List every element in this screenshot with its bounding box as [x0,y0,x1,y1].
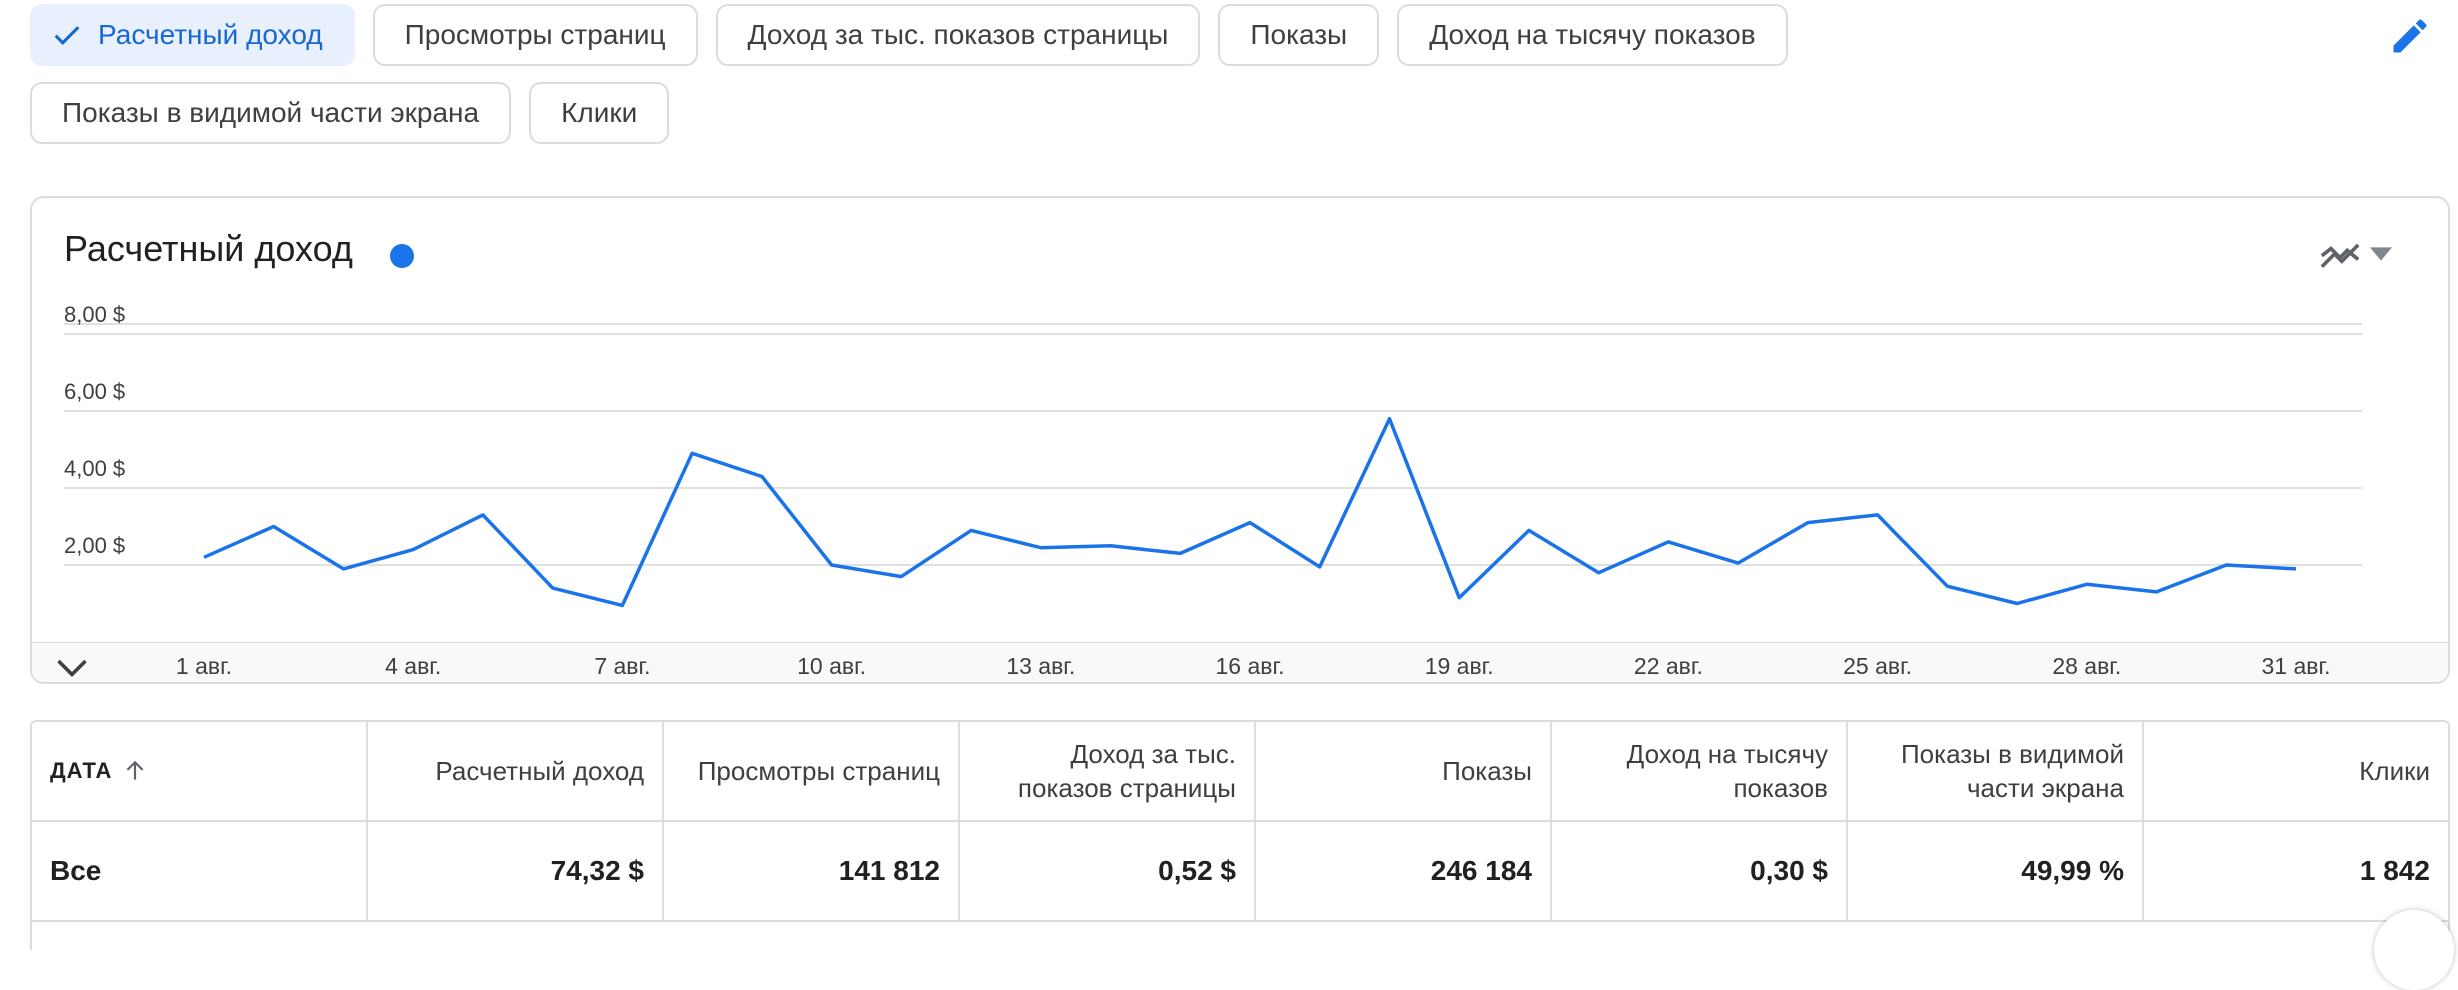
y-tick-label: 6,00 $ [64,379,125,404]
column-label: Доход за тыс. показов страницы [1017,739,1236,803]
table-cell: 0,30 $ [1552,822,1848,920]
table-cell: Все [32,822,368,920]
chip-label: Показы в видимой части экрана [62,97,480,128]
y-tick-label: 8,00 $ [64,302,125,327]
column-header-clicks[interactable]: Клики [2144,722,2448,820]
table-cell: 49,99 % [1848,822,2144,920]
table-cell: 0,52 $ [960,822,1256,920]
column-label: Показы в видимой части экрана [1900,739,2124,803]
series-line-estimated-revenue [203,416,2297,608]
column-label: ДАТА [50,758,113,783]
floating-action[interactable] [2374,910,2454,990]
column-header-estimated-revenue[interactable]: Расчетный доход [368,722,664,820]
column-header-date[interactable]: ДАТА [32,722,368,820]
chevron-down-icon[interactable] [54,652,90,682]
table-row: Все 74,32 $ 141 812 0,52 $ 246 184 0,30 … [32,822,2448,922]
column-header-viewable-impressions[interactable]: Показы в видимой части экрана [1848,722,2144,820]
pencil-icon[interactable] [2388,14,2432,58]
table-header: ДАТА Расчетный доход Просмотры страниц Д… [32,722,2448,822]
table-cell: 141 812 [664,822,960,920]
chip-label: Показы [1250,19,1348,50]
chip-viewable-impressions[interactable]: Показы в видимой части экрана [30,82,512,144]
y-tick-label: 2,00 $ [64,533,125,558]
chip-label: Клики [561,97,638,128]
column-label: Клики [2359,756,2430,786]
chip-label: Расчетный доход [98,19,323,50]
chip-row-2: Показы в видимой части экрана Клики [30,82,2410,144]
column-header-page-views[interactable]: Просмотры страниц [664,722,960,820]
column-header-impression-rpm[interactable]: Доход на тысячу показов [1552,722,1848,820]
trend-line-icon [2320,243,2360,269]
chart-card: Расчетный доход 2,00 $ 4,00 $ 6,00 $ 8,00 $… [30,196,2450,684]
series-legend-dot [390,244,414,268]
report-table: ДАТА Расчетный доход Просмотры страниц Д… [30,720,2454,990]
column-header-page-rpm[interactable]: Доход за тыс. показов страницы [960,722,1256,820]
x-axis-strip [32,642,2448,682]
line-chart: 2,00 $ 4,00 $ 6,00 $ 8,00 $ [64,302,2362,608]
chip-estimated-revenue[interactable]: Расчетный доход [30,4,355,66]
table-cell: 74,32 $ [368,822,664,920]
table-cell: 1 842 [2359,855,2430,886]
column-label: Расчетный доход [435,756,644,786]
chip-label: Доход за тыс. показов страницы [747,19,1169,50]
column-label: Доход на тысячу показов [1626,739,1828,803]
chip-impression-rpm[interactable]: Доход на тысячу показов [1397,4,1788,66]
chip-clicks[interactable]: Клики [529,82,670,144]
chip-page-views[interactable]: Просмотры страниц [372,4,698,66]
chip-page-rpm[interactable]: Доход за тыс. показов страницы [715,4,1201,66]
chart-title: Расчетный доход [64,228,353,269]
column-label: Просмотры страниц [697,756,940,786]
metric-chips: Расчетный доход Просмотры страниц Доход … [30,4,2410,160]
check-icon [54,26,80,45]
table-cell: 246 184 [1256,822,1552,920]
chart-type-menu[interactable] [2318,234,2408,274]
column-header-impressions[interactable]: Показы [1256,722,1552,820]
chip-label: Просмотры страниц [404,19,666,50]
chip-label: Доход на тысячу показов [1429,19,1756,50]
column-label: Показы [1442,756,1532,786]
caret-down-icon [2370,247,2392,261]
y-tick-label: 4,00 $ [64,456,125,481]
chip-impressions[interactable]: Показы [1218,4,1380,66]
chip-row-1: Расчетный доход Просмотры страниц Доход … [30,4,2410,66]
arrow-up-icon [127,760,144,780]
